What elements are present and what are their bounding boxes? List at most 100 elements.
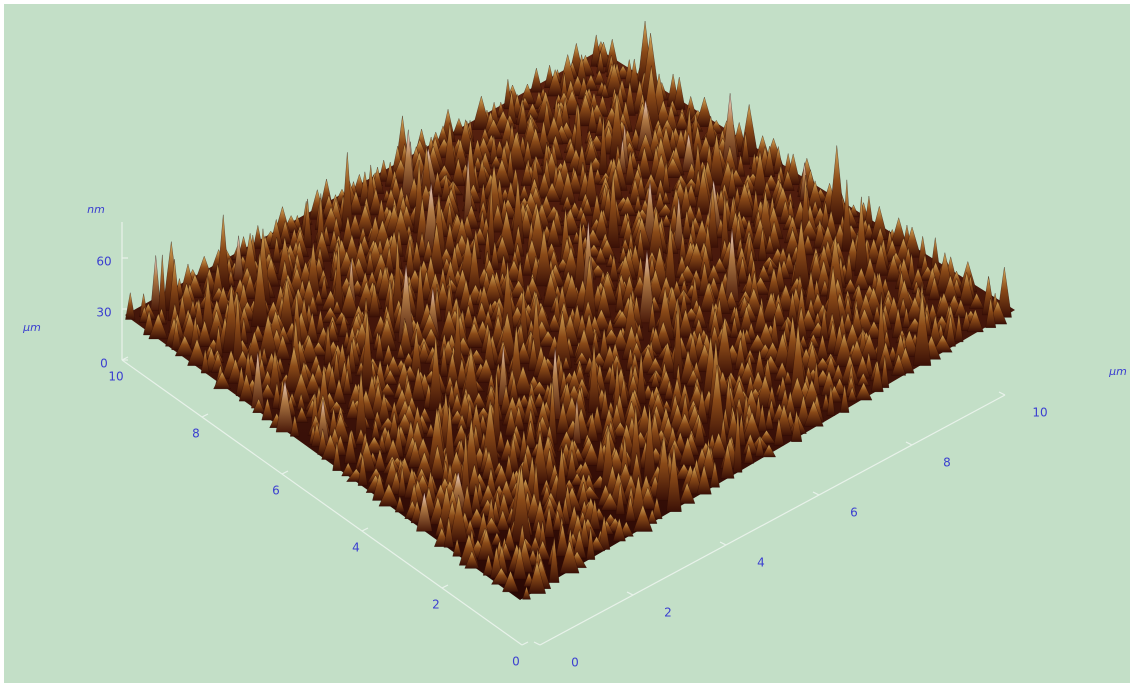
surface-peak xyxy=(583,159,599,207)
surface-peak xyxy=(302,198,313,248)
surface-peak xyxy=(673,77,686,110)
surface-peak xyxy=(463,322,485,348)
surface-peak xyxy=(593,209,610,241)
surface-peak xyxy=(196,319,213,347)
surface-peak xyxy=(703,116,718,147)
surface-peak xyxy=(317,428,329,455)
surface-peak xyxy=(452,296,463,376)
surface-peak xyxy=(561,195,574,212)
surface-peak xyxy=(570,472,585,486)
surface-peak xyxy=(528,560,546,594)
surface-peak xyxy=(643,404,657,483)
surface-peak xyxy=(512,406,525,431)
surface-peak xyxy=(443,517,454,548)
surface-peak xyxy=(707,185,719,248)
surface-peak xyxy=(278,278,295,332)
surface-peak xyxy=(694,167,712,215)
right-tick-label: 4 xyxy=(757,556,765,570)
surface xyxy=(125,21,1015,600)
surface-peak xyxy=(871,360,884,393)
surface-peak xyxy=(428,223,445,274)
surface-peak xyxy=(686,333,699,366)
surface-peak xyxy=(125,292,136,320)
surface-peak xyxy=(396,343,406,359)
surface-peak xyxy=(954,313,964,343)
surface-peak xyxy=(338,313,350,337)
right-tick xyxy=(719,541,727,546)
right-tick-label: 2 xyxy=(664,606,672,620)
surface-peak xyxy=(635,352,647,404)
surface-peak xyxy=(530,68,543,93)
z-tick-label: 30 xyxy=(96,306,111,320)
left-tick-label: 4 xyxy=(352,541,360,555)
surface-peak xyxy=(252,225,263,249)
surface-peak xyxy=(661,191,671,205)
surface-peak xyxy=(587,342,601,413)
surface-peak xyxy=(495,430,506,453)
surface-peak xyxy=(598,515,611,550)
surface-peak xyxy=(647,508,658,524)
surface-peak xyxy=(906,252,917,285)
surface-peak xyxy=(513,365,533,396)
surface-peak xyxy=(528,536,542,554)
surface-peak xyxy=(735,154,746,177)
surface-peak xyxy=(439,309,459,342)
right-tick xyxy=(626,591,634,596)
surface-peak xyxy=(411,367,426,401)
surface-peak xyxy=(342,369,352,395)
surface-peak xyxy=(428,335,443,411)
surface-peak xyxy=(958,272,975,306)
surface-peak xyxy=(587,104,598,133)
surface-peak xyxy=(556,401,570,434)
z-tick-label: 60 xyxy=(96,255,111,269)
right-tick xyxy=(533,641,541,646)
surface-peak xyxy=(542,272,560,307)
surface-peak xyxy=(985,297,997,328)
surface-peak xyxy=(295,406,309,423)
surface-peak xyxy=(828,145,845,225)
surface-peak xyxy=(344,430,357,464)
surface-peak xyxy=(431,171,444,197)
surface-peak xyxy=(586,411,599,442)
right-unit: µm xyxy=(1108,365,1127,378)
surface-peak xyxy=(872,305,882,324)
surface-peak xyxy=(527,337,539,371)
surface-peak xyxy=(487,183,496,256)
surface-peak xyxy=(660,214,673,227)
surface-peak xyxy=(502,570,519,593)
surface-peak xyxy=(492,158,512,188)
left-unit: µm xyxy=(22,321,41,334)
surface-peak xyxy=(880,355,890,388)
surface-peak xyxy=(492,367,502,447)
surface-peak xyxy=(549,536,560,583)
surface-peak xyxy=(416,492,433,532)
surface-peak xyxy=(693,205,704,223)
surface-peak xyxy=(398,320,413,356)
surface-peak xyxy=(715,316,734,377)
surface-peak xyxy=(489,155,503,169)
surface-peak xyxy=(148,313,169,340)
surface-peak xyxy=(552,509,563,531)
surface-peak xyxy=(233,235,244,281)
surface-peak xyxy=(709,461,720,488)
surface-peak xyxy=(323,324,333,365)
right-tick-label: 6 xyxy=(850,506,858,520)
surface-peak xyxy=(517,101,529,134)
surface-peak xyxy=(451,158,466,186)
surface-peak xyxy=(763,146,776,177)
surface-peak xyxy=(890,217,908,247)
surface-peak xyxy=(512,545,527,580)
surface-peak xyxy=(928,276,941,301)
surface-peak xyxy=(559,540,580,574)
surface-peak xyxy=(446,384,457,409)
right-axis-line xyxy=(539,394,1006,646)
surface-peak xyxy=(592,168,604,185)
surface-peak xyxy=(841,179,852,252)
surface-peak xyxy=(734,182,755,218)
left-tick xyxy=(521,641,529,646)
surface-peak xyxy=(752,150,768,196)
surface-peak xyxy=(475,158,489,188)
surface-peak xyxy=(664,380,675,400)
surface-peak xyxy=(819,307,829,341)
surface-peak xyxy=(733,397,745,420)
